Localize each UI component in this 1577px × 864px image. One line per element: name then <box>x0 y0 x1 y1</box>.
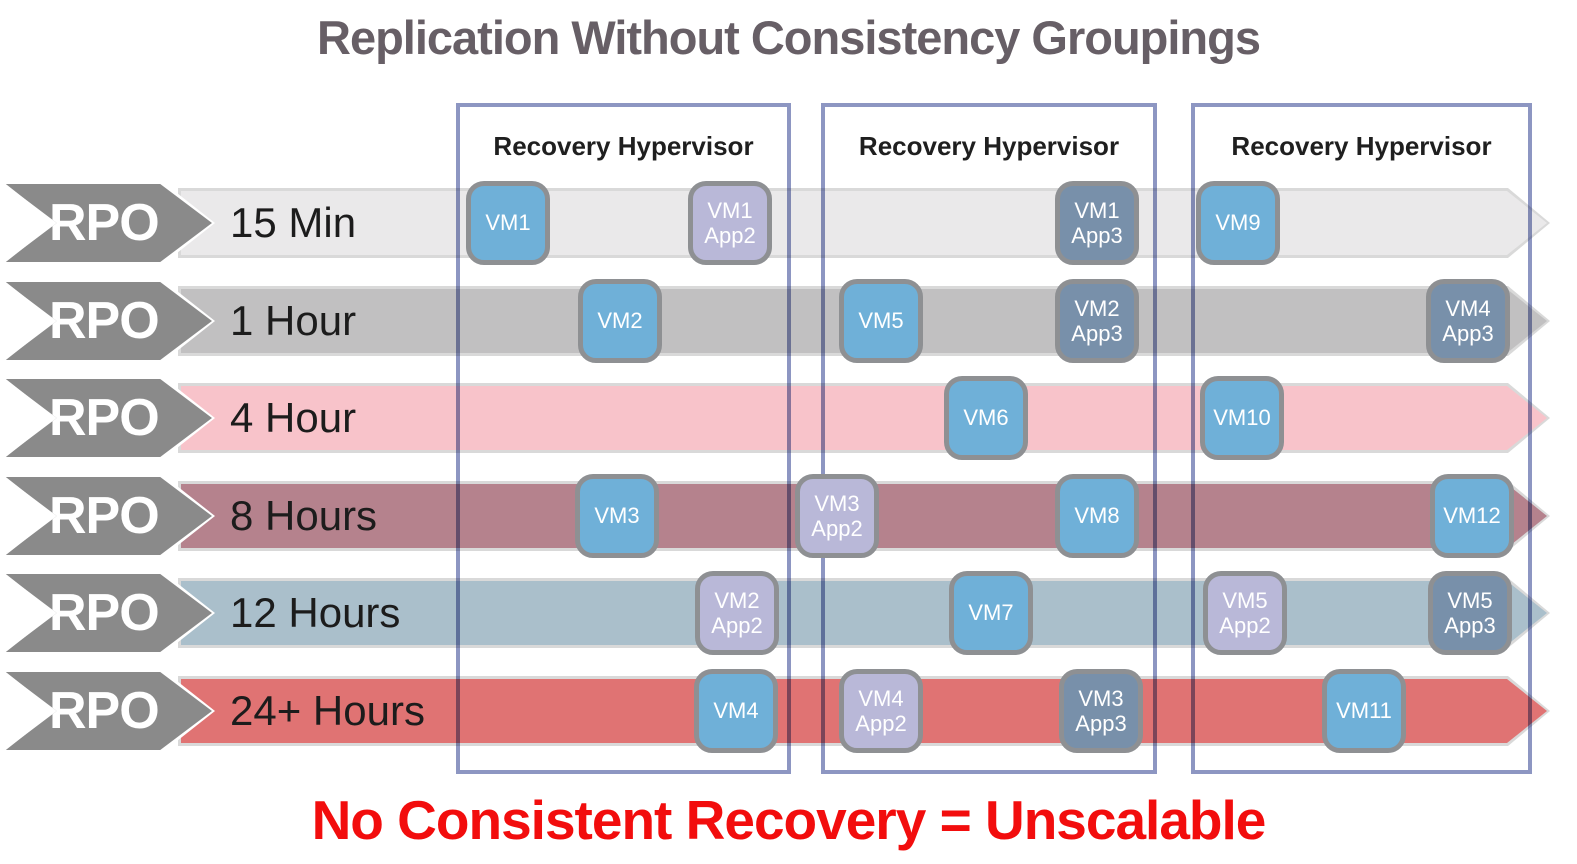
rpo-interval-label: 12 Hours <box>230 589 401 636</box>
vm-box-vm11: VM11 <box>1322 669 1406 753</box>
vm-box-vm1: VM1 <box>466 181 550 265</box>
vm-box-vm10: VM10 <box>1200 376 1284 460</box>
rpo-band-fill <box>181 386 1547 450</box>
rpo-row-3: 4 Hour RPO <box>0 376 1577 460</box>
rpo-arrow: RPO <box>2 474 215 558</box>
hypervisor-box-1: Recovery Hypervisor <box>456 103 791 774</box>
vm-name: VM2 <box>1074 295 1120 321</box>
vm-app-label: App3 <box>1442 321 1494 346</box>
rpo-arrow-fill: RPO <box>5 672 212 750</box>
vm-name: VM5 <box>858 308 904 334</box>
vm-box-vm9: VM9 <box>1196 181 1280 265</box>
vm-app-label: App2 <box>1219 613 1271 638</box>
rpo-arrow-label: RPO <box>49 682 160 740</box>
vm-name: VM2 <box>714 587 760 613</box>
vm-box-vm12: VM12 <box>1430 474 1514 558</box>
vm-name: VM7 <box>968 600 1014 626</box>
vm-box-vm2-app2: VM2 App2 <box>695 571 779 655</box>
vm-name: VM6 <box>963 405 1009 431</box>
rpo-row-5: 12 Hours RPO <box>0 571 1577 655</box>
vm-box-vm5: VM5 <box>839 279 923 363</box>
rpo-interval-label: 8 Hours <box>230 492 378 539</box>
vm-name: VM5 <box>1447 587 1493 613</box>
vm-app-label: App3 <box>1075 711 1127 736</box>
rpo-interval-label: 1 Hour <box>230 297 357 344</box>
vm-box-vm2: VM2 <box>578 279 662 363</box>
vm-app-label: App2 <box>855 711 907 736</box>
vm-app-label: App2 <box>711 613 763 638</box>
vm-box-vm8: VM8 <box>1055 474 1139 558</box>
rpo-arrow-label: RPO <box>49 292 160 350</box>
rpo-band <box>178 188 1550 258</box>
rpo-band-fill <box>181 581 1547 645</box>
hypervisor-label: Recovery Hypervisor <box>858 131 1120 161</box>
rpo-arrow-label: RPO <box>49 487 160 545</box>
vm-box-vm2-app3: VM2 App3 <box>1055 279 1139 363</box>
vm-box-vm4-app3: VM4 App3 <box>1426 279 1510 363</box>
vm-app-label: App3 <box>1444 613 1496 638</box>
vm-name: VM1 <box>707 197 753 223</box>
vm-box-vm1-app2: VM1 App2 <box>688 181 772 265</box>
rpo-band <box>178 383 1550 453</box>
vm-name: VM4 <box>713 698 759 724</box>
vm-box-vm4-app2: VM4 App2 <box>839 669 923 753</box>
rpo-arrow-fill: RPO <box>5 477 212 555</box>
vm-name: VM11 <box>1336 698 1392 724</box>
vm-app-label: App3 <box>1071 321 1123 346</box>
rpo-arrow-label: RPO <box>49 194 160 252</box>
vm-box-vm3-app3: VM3 App3 <box>1059 669 1143 753</box>
vm-box-vm4: VM4 <box>694 669 778 753</box>
rpo-arrow: RPO <box>2 669 215 753</box>
rpo-band <box>178 578 1550 648</box>
vm-name: VM2 <box>597 308 643 334</box>
page-title: Replication Without Consistency Grouping… <box>317 11 1261 64</box>
vm-box-vm5-app3: VM5 App3 <box>1428 571 1512 655</box>
rpo-interval-label: 24+ Hours <box>230 687 425 734</box>
vm-name: VM3 <box>1078 685 1124 711</box>
vm-name: VM3 <box>814 490 860 516</box>
vm-box-vm3-app2: VM3 App2 <box>795 474 879 558</box>
vm-name: VM9 <box>1215 210 1261 236</box>
vm-name: VM10 <box>1213 405 1271 431</box>
vm-name: VM8 <box>1074 503 1120 529</box>
vm-box-vm3: VM3 <box>575 474 659 558</box>
rpo-interval-label: 15 Min <box>230 199 357 246</box>
vm-name: VM5 <box>1222 587 1268 613</box>
rpo-arrow-label: RPO <box>49 389 160 447</box>
vm-name: VM1 <box>1074 197 1120 223</box>
hypervisor-label: Recovery Hypervisor <box>493 131 754 161</box>
vm-app-label: App3 <box>1071 223 1123 248</box>
vm-name: VM4 <box>858 685 904 711</box>
rpo-arrow-label: RPO <box>49 584 160 642</box>
vm-box-vm6: VM6 <box>944 376 1028 460</box>
vm-box-vm5-app2: VM5 App2 <box>1203 571 1287 655</box>
vm-name: VM3 <box>594 503 640 529</box>
hypervisor-label: Recovery Hypervisor <box>1231 131 1492 161</box>
rpo-band-fill <box>181 191 1547 255</box>
rpo-row-1: 15 Min RPO <box>0 181 1577 265</box>
vm-box-vm1-app3: VM1 App3 <box>1055 181 1139 265</box>
rpo-arrow-fill: RPO <box>5 379 212 457</box>
vm-name: VM1 <box>485 210 531 236</box>
rpo-arrow: RPO <box>2 376 215 460</box>
vm-name: VM12 <box>1443 503 1501 529</box>
vm-app-label: App2 <box>704 223 756 248</box>
hypervisor-box-2: Recovery Hypervisor <box>821 103 1157 774</box>
footer-caption: No Consistent Recovery = Unscalable <box>311 789 1267 851</box>
vm-box-vm7: VM7 <box>949 571 1033 655</box>
hypervisor-box-3: Recovery Hypervisor <box>1191 103 1532 774</box>
rpo-interval-label: 4 Hour <box>230 394 357 441</box>
vm-app-label: App2 <box>811 516 863 541</box>
vm-name: VM4 <box>1445 295 1491 321</box>
